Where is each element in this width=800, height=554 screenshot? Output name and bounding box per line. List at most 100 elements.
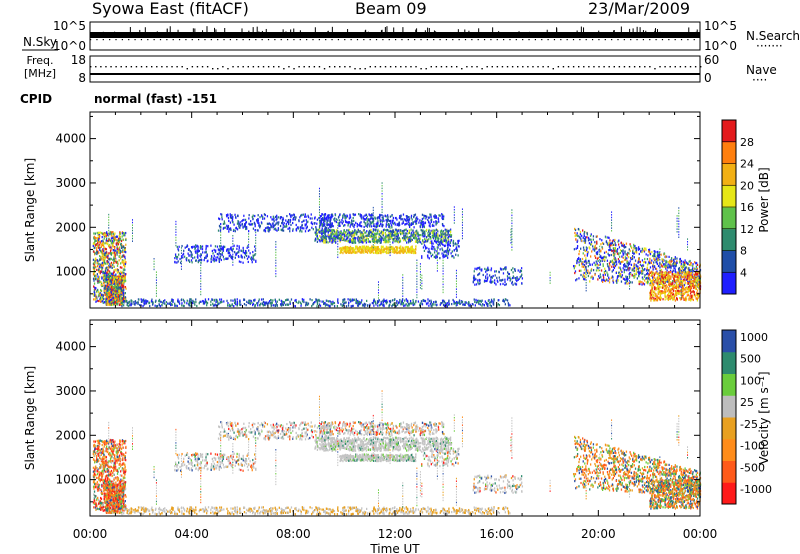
nsky-bar [258, 31, 260, 38]
power-cell [137, 302, 139, 306]
power-cell [98, 277, 100, 280]
power-cell [369, 240, 372, 244]
power-cell [294, 299, 296, 302]
power-cell [316, 234, 319, 238]
power-cell [346, 236, 348, 239]
power-cell [97, 279, 99, 282]
power-cell [98, 243, 100, 246]
power-cell [391, 214, 393, 217]
power-cell [221, 253, 223, 256]
power-cell [433, 255, 435, 259]
power-cell [347, 248, 350, 251]
power-cell [259, 216, 261, 219]
power-cell [351, 241, 354, 244]
nave-dot [588, 66, 590, 68]
power-cell [252, 299, 255, 302]
power-cell [447, 303, 449, 307]
nave-dot [125, 66, 127, 68]
power-cell [124, 262, 127, 266]
power-cell [222, 255, 225, 258]
power-cell [437, 240, 439, 243]
power-cell [332, 232, 334, 236]
power-cell [227, 216, 230, 220]
power-cell [261, 302, 263, 305]
power-cell [268, 230, 270, 233]
power-cell [440, 229, 443, 232]
power-cell [359, 214, 361, 217]
power-cell [391, 220, 393, 223]
nsearch-dot [375, 39, 378, 41]
power-cell [385, 245, 388, 249]
power-cell [446, 234, 448, 237]
power-cell [352, 247, 355, 250]
nave-dot [644, 66, 646, 68]
power-cell [434, 249, 436, 252]
power-cell [98, 270, 100, 274]
power-cell [339, 213, 341, 217]
power-cell [371, 233, 373, 237]
power-cell [101, 249, 104, 252]
power-cell [389, 219, 392, 223]
power-cell [184, 246, 186, 249]
power-cell [242, 261, 244, 264]
power-cell [362, 245, 365, 248]
power-cell [301, 224, 303, 227]
power-cell [356, 250, 358, 253]
nsky-bar [241, 28, 243, 38]
power-cell [123, 250, 126, 253]
power-cell [210, 303, 212, 306]
power-cell [411, 245, 413, 248]
power-cell [114, 298, 116, 302]
power-cell [421, 232, 424, 235]
nsky-bar [650, 32, 652, 38]
power-cell [430, 219, 432, 222]
power-cell [352, 231, 354, 234]
power-cell [395, 234, 398, 238]
power-cell [112, 277, 115, 280]
power-cell [355, 300, 357, 303]
power-cell [112, 299, 115, 303]
power-cell [350, 240, 353, 243]
power-cell [121, 266, 123, 269]
power-cell [333, 240, 336, 243]
power-cell [367, 238, 369, 241]
power-cell [111, 293, 114, 296]
nave-dot [262, 66, 265, 68]
power-cell [248, 255, 250, 259]
power-cell [307, 303, 309, 306]
power-cell [335, 233, 337, 236]
power-cell [433, 215, 435, 218]
power-cell [117, 243, 120, 246]
power-cell [431, 245, 433, 248]
power-cell [105, 288, 107, 291]
nave-dot [212, 68, 214, 70]
power-cell [256, 302, 258, 305]
power-cell [104, 235, 107, 238]
power-cell [394, 237, 396, 240]
power-cell [361, 247, 363, 250]
nsearch-dot [261, 39, 263, 41]
nsearch-dot [166, 39, 168, 41]
power-cell [99, 296, 102, 300]
power-cell [107, 242, 109, 245]
power-cell [372, 302, 374, 305]
power-cell [405, 245, 407, 249]
power-cell [340, 235, 342, 238]
power-cell [440, 237, 442, 240]
power-cell [324, 216, 326, 219]
power-cell [375, 249, 377, 253]
power-cell [405, 218, 407, 221]
power-cell [352, 217, 354, 220]
power-cell [92, 293, 95, 296]
power-cell [96, 278, 98, 281]
power-cell [289, 302, 291, 305]
power-cell [388, 249, 390, 252]
power-cell [245, 254, 248, 257]
power-cell [107, 245, 110, 248]
nsearch-dot [286, 39, 289, 41]
nave-dot [400, 66, 402, 68]
power-cell [359, 238, 361, 241]
power-cell [410, 251, 412, 254]
nsearch-dot [509, 39, 511, 41]
nave-dot [186, 68, 188, 70]
